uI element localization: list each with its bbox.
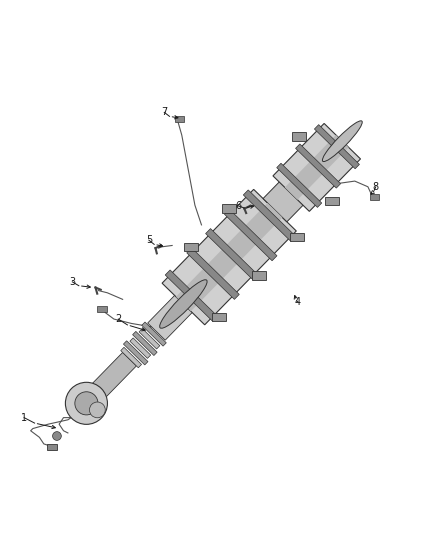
FancyBboxPatch shape [370,194,379,200]
Polygon shape [224,209,277,261]
Polygon shape [176,203,283,311]
Circle shape [65,382,107,424]
Circle shape [75,392,98,415]
Polygon shape [263,176,308,222]
FancyBboxPatch shape [222,204,236,213]
Polygon shape [244,190,296,241]
Polygon shape [162,189,296,325]
FancyBboxPatch shape [97,306,107,312]
FancyBboxPatch shape [175,116,184,122]
Polygon shape [142,322,166,346]
Polygon shape [296,144,341,188]
Text: 3: 3 [69,277,75,287]
Text: 1: 1 [21,413,27,423]
FancyBboxPatch shape [290,232,304,241]
Bar [47,444,57,450]
Polygon shape [314,125,360,169]
Text: 4: 4 [295,296,301,306]
Polygon shape [121,348,141,368]
Circle shape [53,432,61,440]
FancyBboxPatch shape [184,243,198,251]
FancyBboxPatch shape [292,132,306,141]
Polygon shape [205,229,258,280]
Polygon shape [124,341,148,365]
Polygon shape [133,332,157,356]
FancyBboxPatch shape [325,197,339,205]
Polygon shape [130,338,151,358]
Ellipse shape [160,280,207,328]
Circle shape [89,402,105,418]
Polygon shape [139,328,160,349]
Text: 5: 5 [146,235,152,245]
Polygon shape [165,270,218,321]
FancyBboxPatch shape [252,271,266,280]
Text: 7: 7 [161,107,167,117]
Polygon shape [148,290,198,340]
Polygon shape [74,352,136,416]
Polygon shape [285,135,349,200]
FancyBboxPatch shape [212,313,226,321]
Text: 2: 2 [115,314,121,324]
Polygon shape [273,124,360,212]
Polygon shape [277,163,322,207]
Polygon shape [187,248,239,300]
Text: 8: 8 [373,182,379,192]
Ellipse shape [322,121,362,161]
Text: 6: 6 [236,201,242,211]
